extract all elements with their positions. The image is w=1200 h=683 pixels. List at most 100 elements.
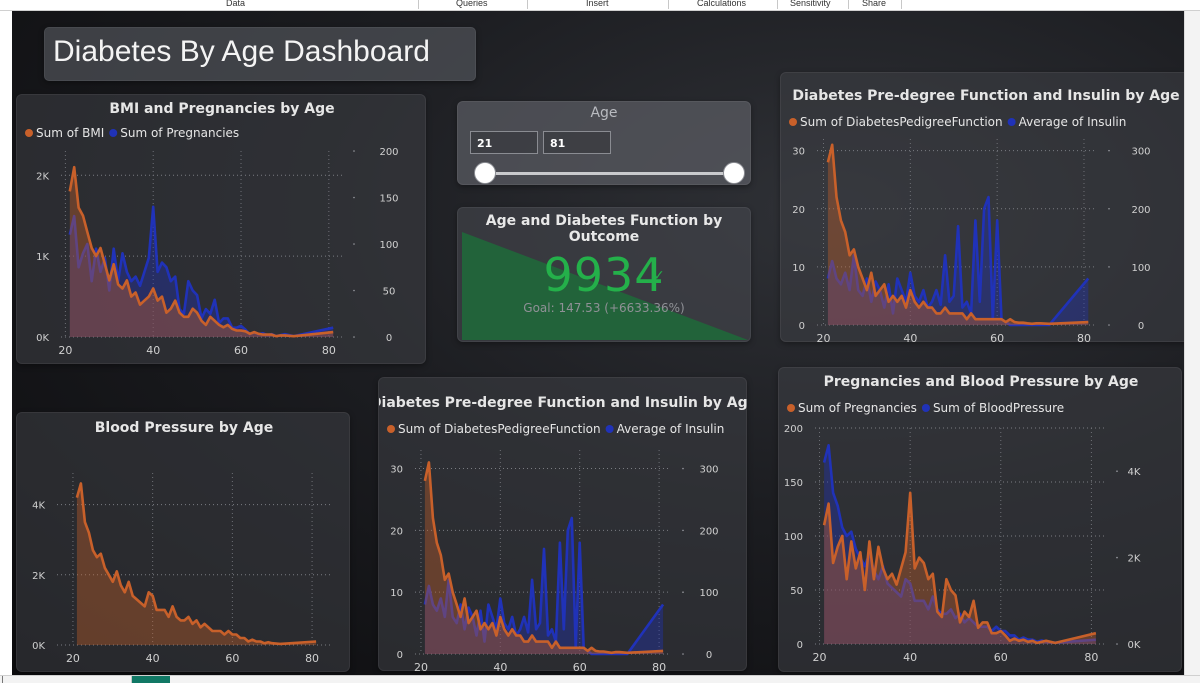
legend-label: Average of Insulin [1019,115,1127,129]
y2-tick-dot [1108,207,1110,210]
kpi-goal-text: Goal: 147.53 (+6633.36%) [523,301,685,315]
legend-marker [387,425,395,433]
y-tick-label: 0K [36,333,49,344]
chart-card-blood-pressure[interactable]: Blood Pressure by Age 0K 2K 4K 20 40 60 80 [16,412,350,672]
x-tick-label: 20 [66,652,80,665]
y2-tick-dot [1116,556,1118,559]
y2-tick-dot [353,150,355,152]
area-fill-primary [424,462,664,654]
y2-tick-label: 150 [379,194,398,205]
check-icon: ✓ [653,268,665,284]
x-tick-label: 40 [903,651,917,664]
legend-label: Sum of DiabetesPedigreeFunction [800,115,1003,129]
legend-label: Sum of BloodPressure [933,401,1064,415]
dpf-insulin-top-chart: Diabetes Pre-degree Function and Insulin… [789,88,1180,343]
ribbon-tab-data[interactable]: Data [226,0,246,8]
x-tick-label: 60 [234,344,248,357]
y-tick-label: 30 [792,147,805,158]
age-min-input[interactable]: 21 [470,131,538,154]
y2-tick-label: 0K [1128,640,1141,651]
y-tick-label: 0K [32,641,45,652]
blood-pressure-chart: Blood Pressure by Age 0K 2K 4K 20 40 60 80 [32,420,332,665]
chart-card-dpf-insulin-bottom[interactable]: Diabetes Pre-degree Function and Insulin… [378,377,748,672]
legend-marker [787,404,795,412]
y2-tick-dot [353,289,355,292]
ribbon-separator [777,0,778,9]
series-line-primary [826,143,1089,326]
chart-title: Pregnancies and Blood Pressure by Age [824,374,1139,390]
y-tick-label: 0 [799,321,805,332]
ribbon-tab-insert[interactable]: Insert [586,0,609,8]
series-line-primary [423,461,664,655]
sheet-tab[interactable] [60,676,132,683]
area-fill-secondary [827,197,1089,325]
kpi-title: Age and Diabetes Function by Outcome [485,213,723,245]
ribbon-separator [527,0,528,9]
age-slicer[interactable]: Age 21 81 [457,101,751,185]
series-line-primary [822,491,1097,645]
chart-card-bmi-pregnancies[interactable]: BMI and Pregnancies by Age Sum of BMI Sum … [16,94,426,364]
y2-tick-dot [682,653,684,655]
legend-label: Average of Insulin [617,422,725,436]
bmi-pregnancies-chart: BMI and Pregnancies by Age Sum of BMI Sum … [25,101,399,357]
kpi-trend-background [462,232,748,340]
x-tick-label: 80 [305,652,319,665]
y2-tick-label: 200 [1131,205,1150,216]
y2-tick-label: 0 [1138,321,1144,332]
ribbon-separator [901,0,902,9]
y-tick-label: 1K [36,252,49,263]
x-tick-label: 80 [1077,332,1091,343]
y-tick-label: 2K [36,171,49,182]
x-tick-label: 40 [146,344,160,357]
y2-tick-label: 2K [1128,554,1141,565]
y2-tick-label: 100 [699,588,718,599]
x-tick-label: 60 [225,652,239,665]
dpf-insulin-bottom-chart: Diabetes Pre-degree Function and Insulin… [379,395,748,672]
y2-tick-label: 0 [386,333,392,344]
active-page-tab[interactable] [132,676,170,683]
y2-tick-label: 50 [383,287,396,298]
chart-card-dpf-insulin-top[interactable]: Diabetes Pre-degree Function and Insulin… [780,72,1184,343]
y2-tick-label: 100 [379,240,398,251]
y2-tick-dot [353,336,355,338]
y-tick-label: 10 [390,588,403,599]
area-fill-primary [827,144,1089,325]
series-line-primary [68,165,334,338]
ribbon-tab-share[interactable]: Share [862,0,887,8]
age-max-input[interactable]: 81 [543,131,611,154]
x-tick-label: 80 [322,344,336,357]
y2-tick-label: 300 [699,465,718,476]
ribbon-separator [668,0,669,9]
area-fill-primary [824,492,1096,644]
ribbon-menu: Data Queries Insert Calculations Sensiti… [0,0,1200,11]
vertical-scrollbar[interactable] [1184,11,1200,675]
x-tick-label: 40 [493,661,507,672]
x-tick-label: 20 [414,661,428,672]
chart-title: Diabetes Pre-degree Function and Insulin… [379,395,748,411]
slicer-min-handle[interactable] [474,162,496,184]
chart-card-pregnancies-blood-pressure[interactable]: Pregnancies and Blood Pressure by Age Sum… [778,367,1182,672]
slicer-track[interactable] [485,172,735,175]
y2-tick-dot [353,243,355,245]
y2-tick-label: 100 [1131,263,1150,274]
x-tick-label: 60 [573,661,587,672]
corner-marker [2,676,8,683]
y-tick-label: 200 [784,424,803,435]
x-tick-label: 40 [146,652,160,665]
ribbon-tab-queries[interactable]: Queries [456,0,488,8]
legend-marker [789,118,797,126]
kpi-value: 9934 [543,248,665,302]
kpi-card[interactable]: Age and Diabetes Function by Outcome 993… [457,207,751,342]
ribbon-tab-calculations[interactable]: Calculations [697,0,747,8]
chart-title: Diabetes Pre-degree Function and Insulin… [792,88,1179,104]
y-tick-label: 0 [397,650,403,661]
legend-label: Sum of Pregnancies [120,126,239,140]
chart-title: Blood Pressure by Age [95,420,274,436]
ribbon-separator [848,0,849,9]
area-fill-secondary [69,206,334,337]
slicer-max-handle[interactable] [723,162,745,184]
ribbon-tab-sensitivity[interactable]: Sensitivity [790,0,831,8]
y2-tick-label: 200 [699,526,718,537]
pregnancies-blood-pressure-chart: Pregnancies and Blood Pressure by Age Sum… [784,374,1141,664]
y-tick-label: 0 [797,640,803,651]
